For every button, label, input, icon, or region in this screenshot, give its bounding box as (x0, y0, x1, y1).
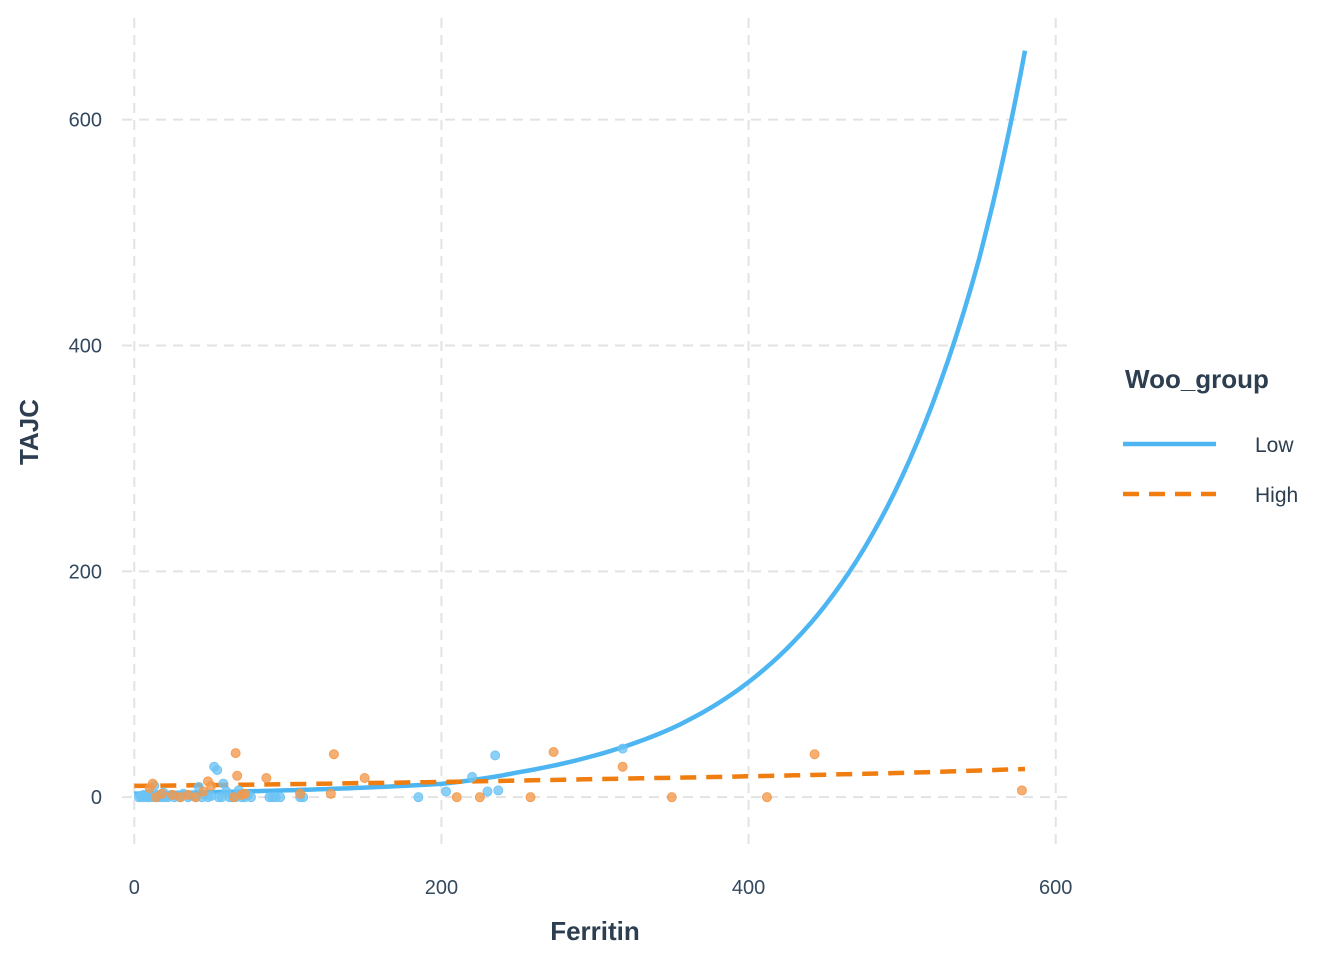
y-tick-label: 0 (91, 787, 102, 809)
data-point-high (617, 761, 628, 772)
x-tick-label: 0 (129, 877, 140, 899)
data-point-high (325, 788, 336, 799)
fit-line-low (134, 50, 1028, 796)
data-point-low (490, 750, 501, 761)
legend-label-low: Low (1255, 434, 1294, 457)
data-point-high (359, 772, 370, 783)
data-points (133, 743, 1027, 803)
data-point-high (328, 749, 339, 760)
data-point-low (467, 771, 478, 782)
data-point-low (493, 785, 504, 796)
data-point-high (239, 788, 250, 799)
data-point-low (482, 786, 493, 797)
data-point-low (441, 786, 452, 797)
axis-ticks: 0 200 400 600 0 200 400 600 (69, 110, 1073, 899)
data-point-high (190, 792, 201, 803)
data-point-high (198, 786, 209, 797)
data-point-high (474, 792, 485, 803)
y-tick-label: 200 (69, 561, 102, 583)
data-point-high (809, 749, 820, 760)
grid-lines (122, 18, 1068, 848)
legend-label-high: High (1255, 484, 1298, 507)
x-tick-label: 600 (1039, 877, 1072, 899)
data-point-high (156, 788, 167, 799)
legend: Woo_group Low High (1123, 364, 1298, 507)
data-point-high (295, 788, 306, 799)
data-point-low (212, 765, 223, 776)
y-axis-title: TAJC (14, 399, 44, 465)
data-point-high (147, 778, 158, 789)
data-point-low (617, 743, 628, 754)
data-point-high (451, 792, 462, 803)
data-point-high (232, 770, 243, 781)
data-point-high (206, 780, 217, 791)
x-axis-title: Ferritin (550, 916, 640, 946)
y-tick-label: 600 (69, 110, 102, 132)
data-point-low (275, 792, 286, 803)
x-tick-label: 200 (425, 877, 458, 899)
data-point-high (525, 792, 536, 803)
x-tick-label: 400 (732, 877, 765, 899)
fit-line-high (134, 766, 1026, 789)
legend-title: Woo_group (1125, 364, 1269, 394)
y-tick-label: 400 (69, 335, 102, 357)
fit-lines (134, 50, 1028, 796)
data-point-high (666, 792, 677, 803)
legend-item-high: High (1123, 484, 1298, 507)
data-point-low (413, 792, 424, 803)
legend-item-low: Low (1123, 434, 1294, 457)
data-point-high (230, 748, 241, 759)
data-point-high (548, 747, 559, 758)
data-point-high (261, 772, 272, 783)
data-point-high (762, 792, 772, 803)
data-point-high (1016, 785, 1027, 796)
